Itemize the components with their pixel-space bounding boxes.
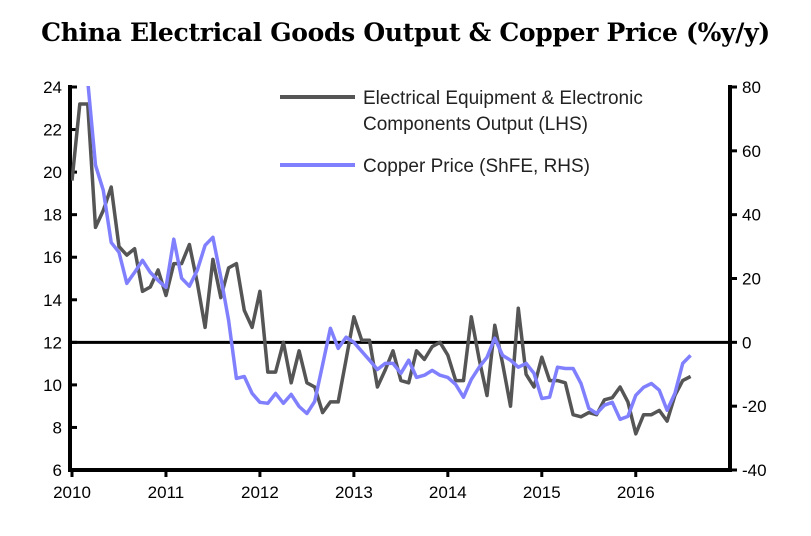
axes: 6 8 10 12 14 16 18 20 22 24 -40 -20 0 20 40 60 80 2010 201… [43,78,767,502]
y-right-tick-label: 80 [742,78,761,97]
y-right-tick-label: 60 [742,142,761,161]
y-left-tick-label: 20 [43,163,62,182]
legend: Electrical Equipment & Electronic Compon… [280,88,643,177]
y-right-tick-label: 40 [742,206,761,225]
x-tick-label: 2010 [53,483,91,502]
y-right-tick-label: -40 [742,461,767,480]
y-right-tick-label: 0 [742,333,751,352]
y-left-tick-label: 12 [43,333,62,352]
series-line-output [71,102,692,436]
y-right-tick-label: -20 [742,397,767,416]
x-tick-label: 2014 [429,483,467,502]
series-lines [71,86,692,436]
x-tick-label: 2015 [523,483,561,502]
legend-label-output-1: Electrical Equipment & Electronic [363,88,643,109]
y-left-tick-label: 22 [43,121,62,140]
x-tick-label: 2012 [241,483,279,502]
y-left-tick-label: 10 [43,376,62,395]
chart-title: China Electrical Goods Output & Copper P… [41,18,770,47]
y-left-tick-label: 8 [53,418,62,437]
y-left-tick-label: 6 [53,461,62,480]
x-tick-label: 2011 [148,483,185,502]
legend-label-copper: Copper Price (ShFE, RHS) [363,156,590,177]
x-tick-label: 2013 [335,483,373,502]
y-left-tick-label: 14 [43,291,62,310]
y-left-tick-label: 18 [43,206,62,225]
y-right-tick-label: 20 [742,270,761,289]
y-left-tick-label: 24 [43,78,62,97]
legend-label-output-2: Components Output (LHS) [363,114,588,135]
series-line-copper [86,86,692,422]
x-tick-label: 2016 [617,483,655,502]
y-left-tick-label: 16 [43,248,62,267]
